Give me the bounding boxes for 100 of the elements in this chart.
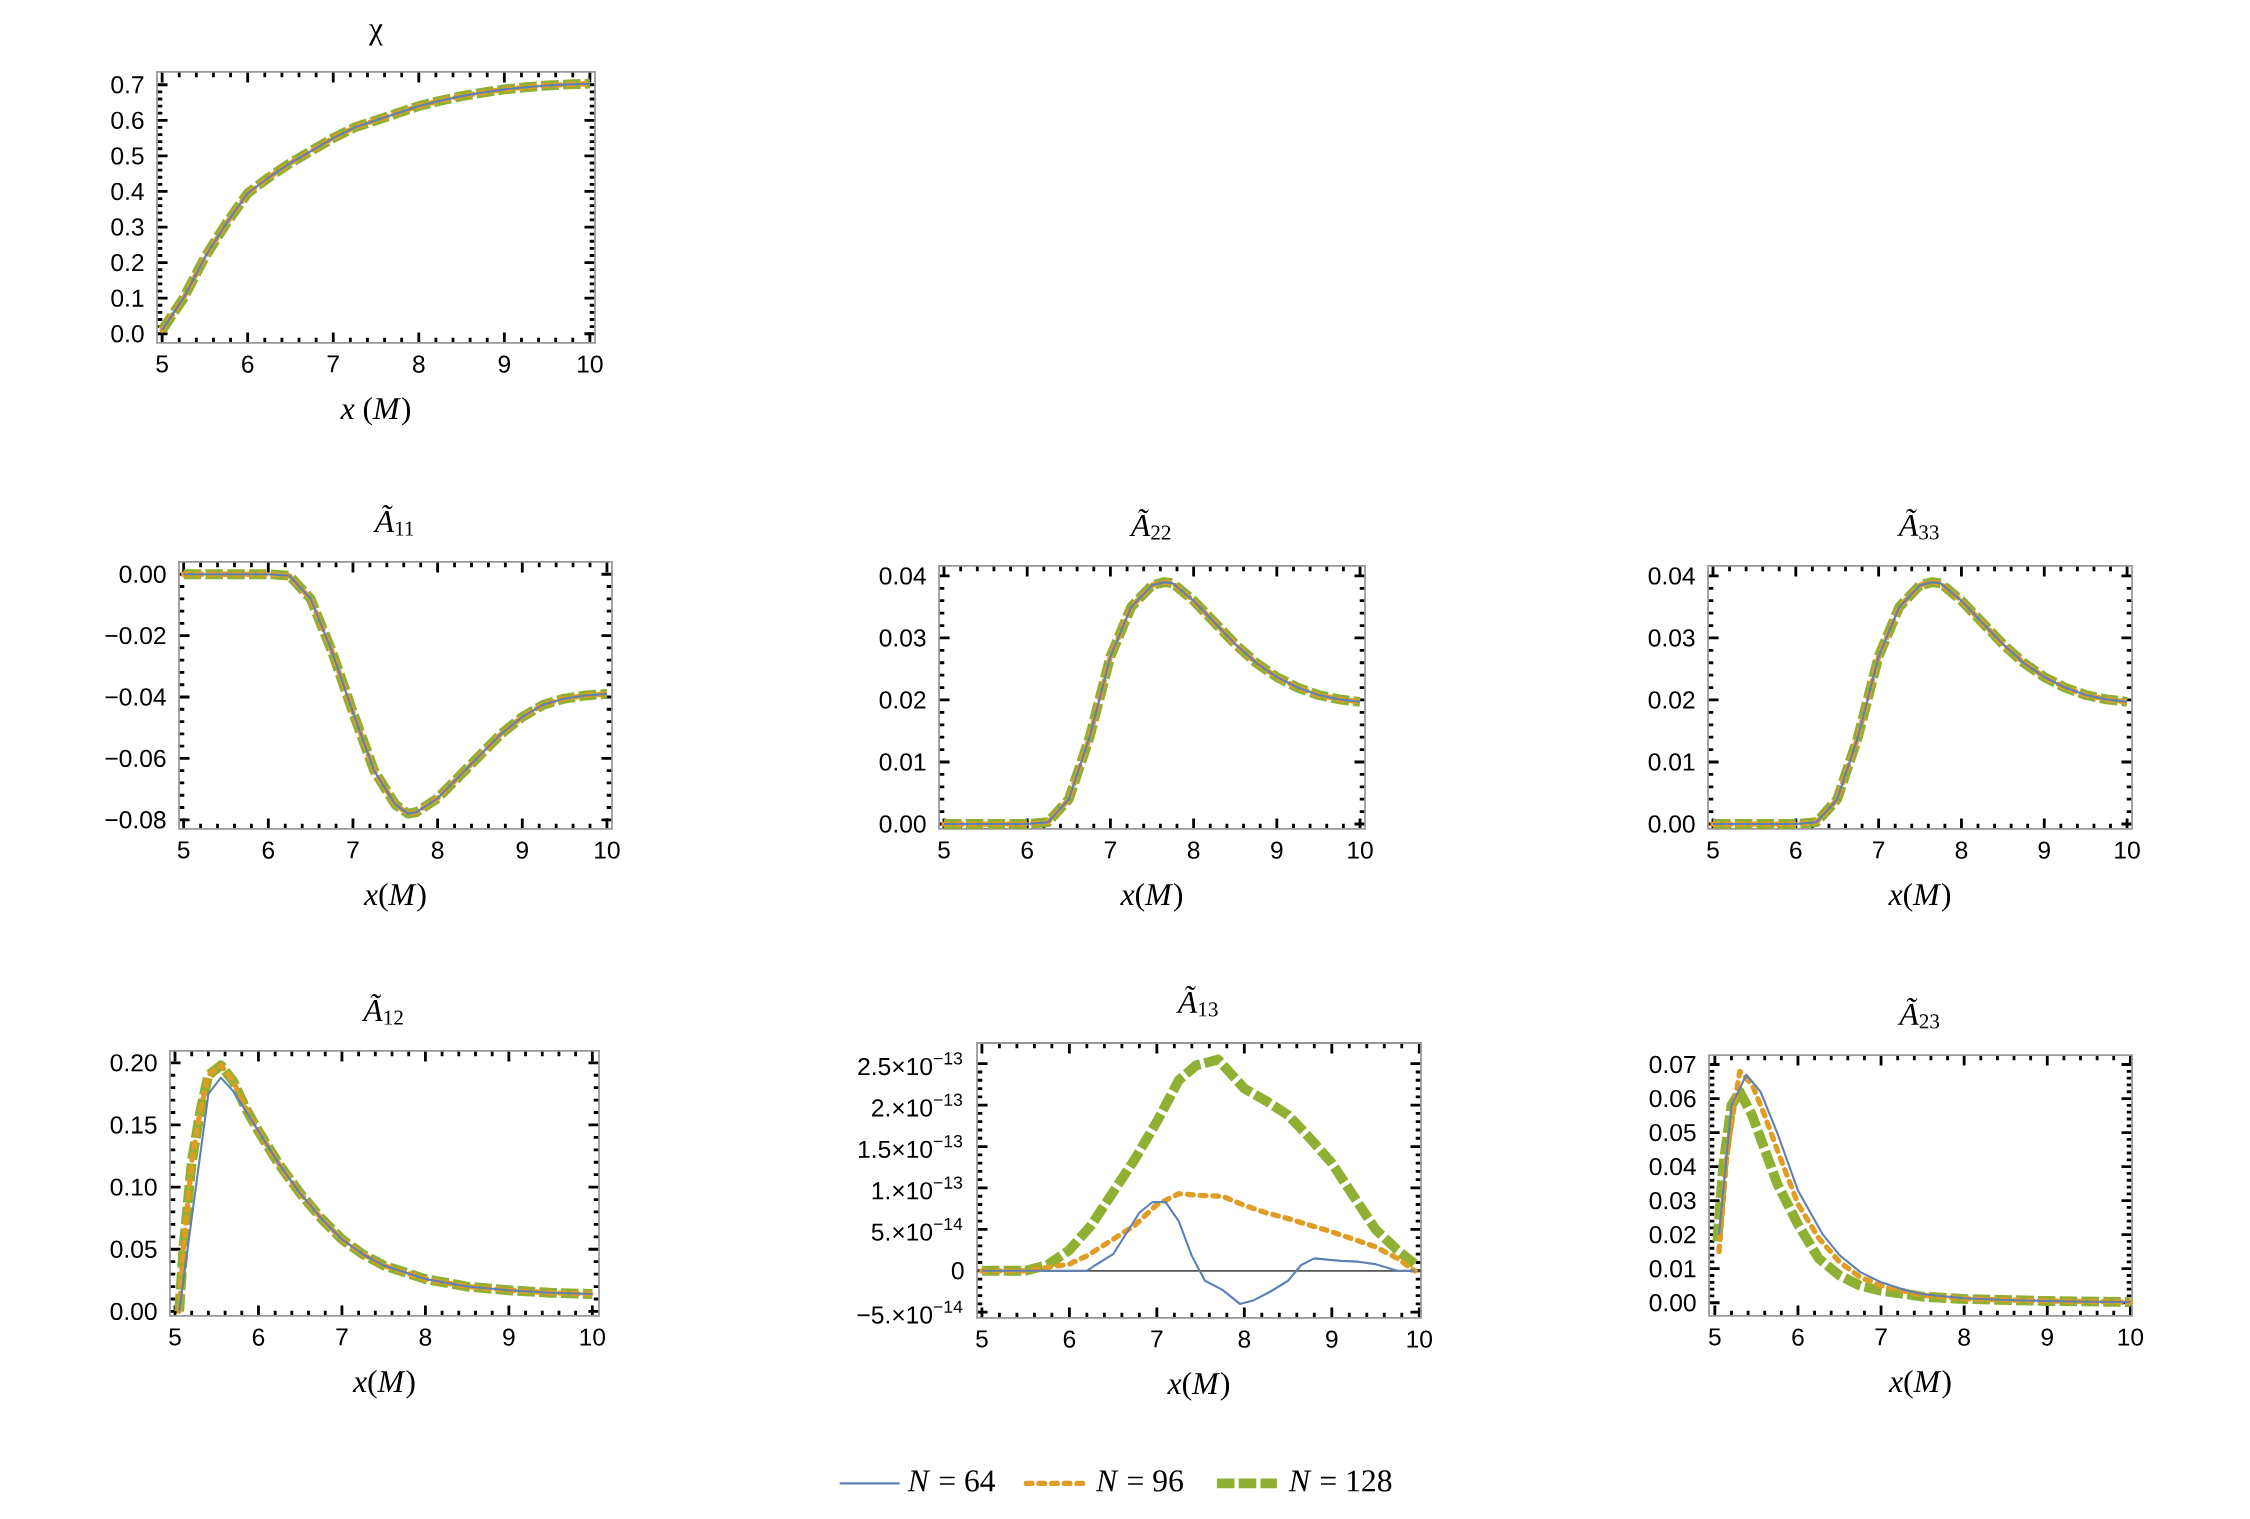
x-axis-title: x(M) — [1888, 882, 1951, 912]
y-tick-label: 0.00 — [1649, 1294, 1696, 1312]
chart-title: Ã$_{22}$ — [1129, 509, 1171, 540]
x-tick-label: 8 — [1955, 841, 1968, 859]
y-tick-label: 1.×10$^{−13}$ — [872, 1176, 963, 1200]
y-tick-label: −0.06 — [105, 749, 166, 768]
y-tick-label: −0.02 — [105, 626, 166, 645]
y-tick-label: 0.01 — [1649, 1260, 1696, 1278]
x-tick-label: 8 — [431, 841, 444, 859]
x-tick-label: 10 — [2118, 1328, 2144, 1346]
x-tick-label: 5 — [177, 841, 190, 859]
y-tick-label: 1.5×10$^{−13}$ — [858, 1134, 963, 1159]
x-tick-label: 6 — [1021, 841, 1033, 859]
y-tick-label: 0.15 — [110, 1116, 157, 1134]
x-tick-label: 6 — [1063, 1330, 1076, 1348]
x-axis-title: x(M) — [1888, 1369, 1951, 1399]
y-tick-label: 0.03 — [1649, 1191, 1696, 1210]
chart-title: Ã$_{23}$ — [1897, 997, 1940, 1029]
legend-label: N = 128 — [1288, 1470, 1392, 1492]
y-tick-label: 2.5×10$^{−13}$ — [858, 1052, 963, 1076]
y-tick-label: −5.×10$^{−14}$ — [857, 1300, 963, 1324]
x-tick-label: 8 — [1187, 841, 1200, 859]
y-tick-label: 0.10 — [110, 1178, 157, 1196]
y-tick-label: 0.1 — [111, 289, 144, 307]
x-tick-label: 7 — [1873, 841, 1885, 859]
x-tick-label: 8 — [1958, 1328, 1970, 1346]
x-tick-label: 8 — [1238, 1330, 1251, 1348]
x-tick-label: 7 — [1151, 1330, 1163, 1348]
y-tick-label: 0.02 — [1648, 691, 1695, 709]
y-tick-label: 0.01 — [879, 753, 926, 771]
y-tick-label: 0.5 — [111, 147, 144, 165]
x-tick-label: 9 — [1271, 841, 1283, 859]
chart-title: Ã$_{11}$ — [373, 505, 414, 536]
x-tick-label: 9 — [1326, 1330, 1338, 1348]
y-tick-label: 0.05 — [1649, 1123, 1696, 1142]
y-tick-label: 0.05 — [110, 1240, 157, 1258]
y-tick-label: 0.04 — [879, 567, 926, 585]
chart-title: Ã$_{33}$ — [1897, 508, 1939, 540]
y-tick-label: 0.0 — [111, 325, 144, 343]
y-tick-label: −0.08 — [105, 811, 166, 829]
x-tick-label: 10 — [595, 841, 620, 859]
x-tick-label: 9 — [2041, 1328, 2053, 1346]
x-tick-label: 6 — [242, 355, 254, 373]
y-tick-label: 0.04 — [1649, 1157, 1696, 1176]
y-tick-label: 0.03 — [879, 629, 926, 647]
x-tick-label: 7 — [327, 355, 339, 373]
x-axis-title: x(M) — [1167, 1371, 1230, 1401]
y-tick-label: 0.02 — [879, 691, 926, 709]
y-tick-label: 2.×10$^{−13}$ — [872, 1093, 963, 1117]
y-tick-label: 0.00 — [110, 1302, 157, 1321]
y-tick-label: 5.×10$^{−14}$ — [871, 1217, 963, 1241]
x-tick-label: 7 — [347, 841, 359, 859]
x-tick-label: 6 — [262, 841, 275, 859]
x-tick-label: 10 — [1407, 1330, 1432, 1348]
x-tick-label: 5 — [1709, 1328, 1721, 1346]
x-tick-label: 9 — [516, 841, 528, 859]
chart-title: χ — [368, 24, 383, 46]
x-tick-label: 7 — [1104, 841, 1117, 859]
y-tick-label: 0.00 — [879, 815, 926, 833]
y-tick-label: 0.6 — [111, 111, 144, 130]
y-tick-label: 0.06 — [1649, 1089, 1696, 1108]
chart-title: Ã$_{13}$ — [1176, 985, 1218, 1017]
y-tick-label: 0.02 — [1649, 1226, 1696, 1244]
y-tick-label: 0.03 — [1648, 629, 1695, 647]
y-tick-label: 0.3 — [111, 218, 144, 236]
x-tick-label: 9 — [498, 355, 511, 373]
y-tick-label: 0.07 — [1649, 1055, 1696, 1074]
y-tick-label: 0.01 — [1648, 753, 1695, 771]
x-tick-label: 9 — [503, 1328, 515, 1346]
x-tick-label: 7 — [1875, 1328, 1887, 1346]
x-tick-label: 5 — [169, 1328, 181, 1346]
x-tick-label: 9 — [2038, 841, 2050, 859]
x-tick-label: 6 — [252, 1328, 265, 1346]
x-axis-title: x(M) — [352, 1369, 415, 1399]
y-tick-label: −0.04 — [105, 688, 166, 706]
x-axis-title: x(M) — [363, 882, 426, 912]
x-tick-label: 10 — [1348, 841, 1373, 859]
legend-label: N = 96 — [1095, 1470, 1183, 1492]
y-tick-label: 0.7 — [111, 76, 144, 94]
y-tick-label: 0.04 — [1648, 567, 1695, 585]
x-tick-label: 6 — [1792, 1328, 1804, 1346]
x-tick-label: 10 — [580, 1328, 606, 1346]
x-tick-label: 6 — [1790, 841, 1802, 859]
chart-title: Ã$_{12}$ — [361, 994, 403, 1025]
x-axis-title: x(M) — [1120, 882, 1183, 912]
x-tick-label: 10 — [2115, 841, 2140, 859]
x-tick-label: 5 — [938, 841, 950, 859]
y-tick-label: 0.20 — [110, 1054, 157, 1072]
y-tick-label: 0.4 — [111, 182, 144, 201]
y-tick-label: 0.00 — [119, 565, 166, 583]
y-tick-label: 0.2 — [111, 253, 144, 272]
x-tick-label: 8 — [419, 1328, 432, 1346]
x-tick-label: 5 — [156, 355, 168, 373]
x-tick-label: 5 — [1707, 841, 1719, 859]
x-tick-label: 7 — [336, 1328, 348, 1346]
legend-label: N = 64 — [907, 1470, 996, 1492]
y-tick-label: 0 — [951, 1262, 964, 1280]
x-tick-label: 10 — [578, 355, 603, 373]
x-tick-label: 8 — [412, 355, 425, 373]
y-tick-label: 0.00 — [1648, 815, 1695, 833]
